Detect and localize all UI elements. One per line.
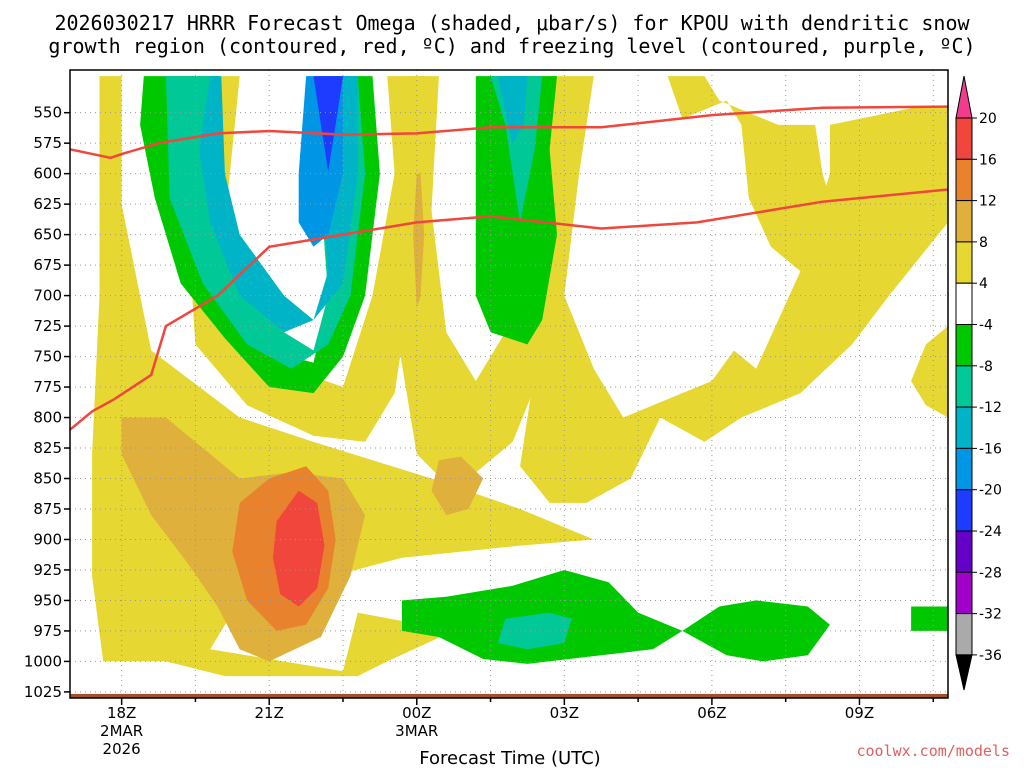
colorbar-segment (955, 200, 973, 243)
x-tick-label: 18Z (107, 704, 136, 722)
y-tick-label: 950 (33, 591, 62, 609)
omega-region-teal-mid-column (490, 76, 543, 223)
x-tick-label: 06Z (697, 704, 726, 722)
colorbar-segment (955, 571, 973, 615)
y-tick-label: 700 (33, 287, 62, 305)
omega-region-cyan-left (199, 76, 358, 333)
omega-region-teal-low-1 (497, 612, 572, 650)
colorbar-label: -16 (979, 441, 1002, 457)
x-tick-label: 09Z (845, 704, 874, 722)
y-tick-label: 750 (33, 348, 62, 366)
colorbar-label: -36 (979, 648, 1002, 664)
colorbar-label: -28 (979, 565, 1002, 581)
dgz-minus18-line (69, 188, 949, 431)
colorbar-label: -12 (979, 400, 1002, 416)
colorbar-label: -24 (979, 524, 1002, 540)
omega-region-yellow-right-edge (911, 326, 948, 418)
y-tick-label: 1025 (24, 683, 62, 701)
y-tick-label: 725 (33, 317, 62, 335)
x-tick-label: 03Z (550, 704, 579, 722)
colorbar-segment (955, 530, 973, 573)
y-tick-label: 550 (33, 104, 62, 122)
colorbar-segment (955, 241, 973, 284)
x-tick-label: 21Z (255, 704, 284, 722)
x-axis-title: Forecast Time (UTC) (419, 748, 600, 768)
omega-region-green-low-3 (911, 606, 948, 631)
y-axis: 550 575 600 625 650 675 700 725 750 775 800 825 850 8… (24, 104, 70, 701)
colorbar-segment (955, 324, 973, 367)
colorbar-bottom-arrow (955, 654, 973, 691)
colorbar-label: 16 (979, 152, 997, 168)
colorbar-label: -20 (979, 483, 1002, 499)
omega-region-orange-8-column (413, 173, 425, 308)
y-tick-label: 775 (33, 378, 62, 396)
y-tick-label: 650 (33, 226, 62, 244)
colorbar-label: -8 (979, 359, 993, 375)
y-tick-label: 900 (33, 530, 62, 548)
colorbar: 20 16 12 8 4 -4 -8 -12 -16 -20 -24 -28 -32 -36 (955, 75, 1002, 691)
x-tick-label: 00Z (402, 704, 431, 722)
omega-region-blue-core (313, 76, 343, 172)
colorbar-segment (955, 406, 973, 449)
plot-area (69, 69, 949, 699)
omega-region-green-mid-column (475, 76, 557, 345)
colorbar-segment (955, 613, 973, 656)
title-line-2: growth region (contoured, red, ºC) and f… (48, 34, 975, 58)
colorbar-label: 4 (979, 276, 988, 292)
x-tick-date: 3MAR (395, 722, 438, 740)
x-tick-year: 2026 (103, 740, 141, 758)
chart-title: 2026030217 HRRR Forecast Omega (shaded, … (48, 11, 975, 58)
omega-region-yellow-lower-right (520, 76, 948, 503)
plot-frame (69, 69, 949, 699)
colorbar-label: 20 (979, 111, 997, 127)
colorbar-segment (955, 489, 973, 532)
colorbar-segment (955, 282, 973, 326)
y-tick-label: 875 (33, 500, 62, 518)
omega-region-red-16 (272, 490, 325, 607)
colorbar-segment (955, 365, 973, 408)
omega-region-orange-8-small (431, 456, 484, 516)
y-tick-label: 925 (33, 561, 62, 579)
colorbar-segment (955, 447, 973, 491)
y-tick-label: 600 (33, 165, 62, 183)
dgz-minus12-line (69, 105, 949, 160)
colorbar-label: 8 (979, 235, 988, 251)
colorbar-segment (955, 117, 973, 160)
y-tick-label: 675 (33, 256, 62, 274)
y-tick-label: 625 (33, 195, 62, 213)
y-tick-label: 850 (33, 470, 62, 488)
dgz-contours (69, 105, 949, 431)
y-tick-label: 800 (33, 409, 62, 427)
colorbar-segment (955, 158, 973, 202)
y-tick-label: 575 (33, 134, 62, 152)
colorbar-label: -32 (979, 607, 1002, 623)
omega-region-yellow-upper-right-block (667, 76, 845, 272)
colorbar-label: 12 (979, 194, 997, 210)
x-tick-date: 2MAR (100, 722, 143, 740)
y-tick-label: 825 (33, 439, 62, 457)
colorbar-label: -4 (979, 318, 993, 334)
colorbar-top-arrow (955, 75, 973, 119)
ground-strip (70, 693, 948, 698)
omega-region-green-low-2 (682, 600, 830, 662)
y-tick-label: 975 (33, 622, 62, 640)
title-line-1: 2026030217 HRRR Forecast Omega (shaded, … (54, 11, 970, 35)
y-tick-label: 1000 (24, 652, 62, 670)
credit-link[interactable]: coolwx.com/models (856, 742, 1010, 760)
